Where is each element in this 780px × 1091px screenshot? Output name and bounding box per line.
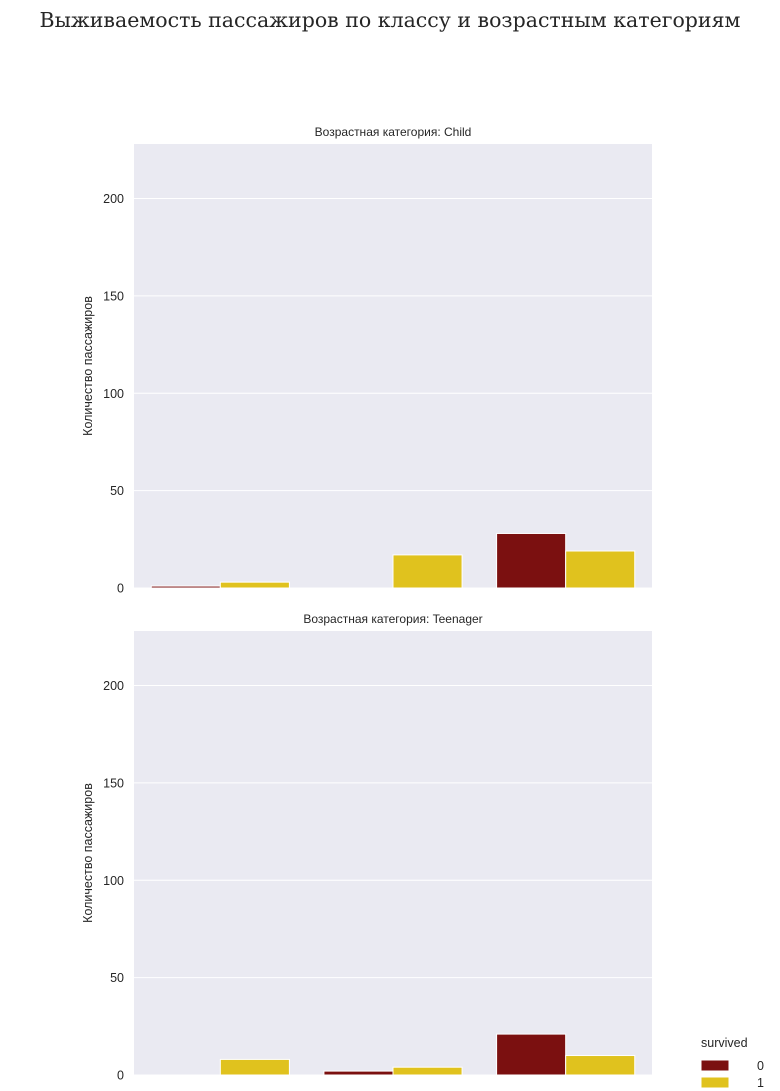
y-tick-label-teenager-3: 150 [103, 776, 124, 790]
panel-child-plot-area [134, 144, 652, 588]
bar-child-survived-1-group-1 [219, 581, 290, 589]
legend-label-1: 1 [757, 1076, 764, 1090]
legend: survived 0 1 [700, 1036, 764, 1090]
panel-teenager-bars [219, 1033, 636, 1076]
bar-child-survived-0-group-1 [150, 585, 221, 589]
panel-child-y-axis-label: Количество пассажиров [81, 296, 95, 436]
bar-child-survived-1-group-3 [565, 550, 636, 589]
bar-teenager-survived-0-group-3 [496, 1033, 567, 1076]
panel-teenager-y-axis-label: Количество пассажиров [81, 783, 95, 923]
panel-teenager: Возрастная категория: Teenager Количеств… [81, 612, 652, 1083]
bar-teenager-survived-1-group-3 [565, 1055, 636, 1076]
y-tick-label-teenager-1: 50 [110, 971, 124, 985]
panel-teenager-plot-area [134, 631, 652, 1075]
panel-teenager-y-ticks: 0 50 100 150 200 [103, 679, 124, 1082]
bar-teenager-survived-0-group-2 [323, 1070, 394, 1076]
y-tick-label-child-4: 200 [103, 192, 124, 206]
legend-swatch-1 [700, 1076, 730, 1089]
y-tick-label-teenager-2: 100 [103, 874, 124, 888]
bar-child-survived-1-group-2 [392, 554, 463, 589]
bar-teenager-survived-1-group-1 [219, 1058, 290, 1076]
legend-title: survived [701, 1036, 748, 1050]
panel-teenager-title: Возрастная категория: Teenager [303, 612, 482, 626]
y-tick-label-child-3: 150 [103, 289, 124, 303]
bar-teenager-survived-1-group-2 [392, 1066, 463, 1076]
y-tick-label-child-0: 0 [117, 582, 124, 596]
y-tick-label-child-1: 50 [110, 484, 124, 498]
y-tick-label-teenager-4: 200 [103, 679, 124, 693]
panel-child-title: Возрастная категория: Child [315, 125, 472, 139]
chart-title: Выживаемость пассажиров по классу и возр… [40, 8, 741, 32]
panel-child: Возрастная категория: Child Количество п… [81, 125, 652, 596]
y-tick-label-child-2: 100 [103, 387, 124, 401]
bar-child-survived-0-group-3 [496, 532, 567, 589]
panel-child-bars [150, 532, 636, 589]
legend-swatch-0 [700, 1059, 730, 1072]
panel-child-y-ticks: 0 50 100 150 200 [103, 192, 124, 595]
y-tick-label-teenager-0: 0 [117, 1069, 124, 1083]
legend-label-0: 0 [757, 1059, 764, 1073]
